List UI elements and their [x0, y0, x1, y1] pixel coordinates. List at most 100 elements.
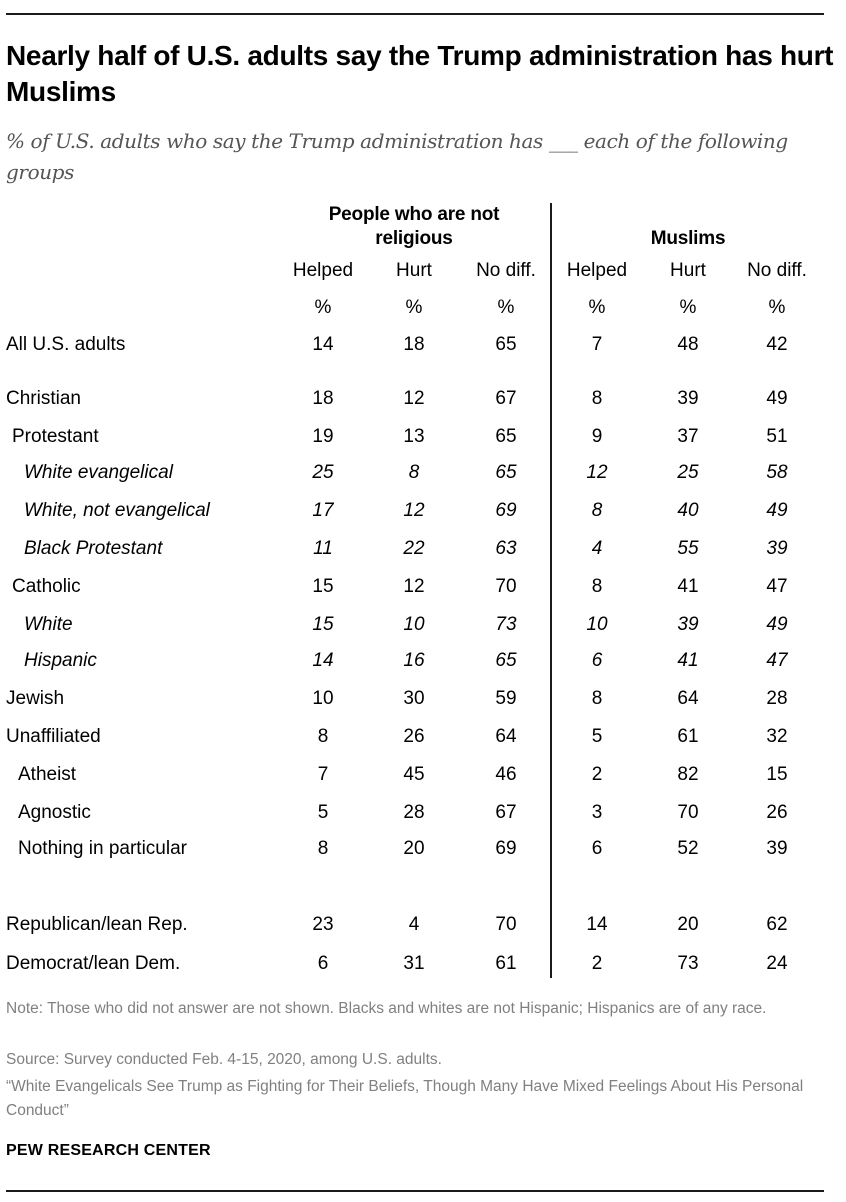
- table-cell: 8: [591, 688, 603, 709]
- row-label: Unaffiliated: [6, 726, 101, 747]
- top-rule: [6, 13, 824, 15]
- percent-unit-label: %: [768, 297, 786, 318]
- table-cell: 8: [591, 500, 603, 521]
- table-cell: 67: [495, 802, 517, 823]
- table-cell: 45: [403, 764, 425, 785]
- table-cell: 2: [591, 953, 603, 974]
- row-label: White: [24, 614, 73, 635]
- row-label: Catholic: [12, 576, 81, 597]
- table-cell: 10: [312, 688, 334, 709]
- table-cell: 42: [766, 334, 788, 355]
- table-cell: 70: [495, 914, 517, 935]
- table-cell: 73: [677, 953, 699, 974]
- table-cell: 10: [586, 614, 608, 635]
- table-cell: 65: [495, 650, 517, 671]
- column-header: Hurt: [670, 260, 706, 281]
- table-cell: 49: [766, 614, 788, 635]
- footnote: Note: Those who did not answer are not s…: [6, 1000, 767, 1017]
- source-note: Source: Survey conducted Feb. 4-15, 2020…: [6, 1051, 442, 1068]
- table-cell: 14: [586, 914, 608, 935]
- report-title-note: “White Evangelicals See Trump as Fightin…: [6, 1078, 804, 1119]
- table-cell: 46: [495, 764, 517, 785]
- table-cell: 39: [677, 614, 699, 635]
- table-cell: 64: [495, 726, 517, 747]
- table-cell: 61: [677, 726, 699, 747]
- table-cell: 28: [766, 688, 788, 709]
- table-cell: 52: [677, 838, 699, 859]
- table-cell: 37: [677, 426, 699, 447]
- table-cell: 7: [317, 764, 329, 785]
- table-cell: 18: [312, 388, 334, 409]
- row-label: White evangelical: [24, 462, 173, 483]
- table-cell: 15: [766, 764, 788, 785]
- table-cell: 3: [591, 802, 603, 823]
- table-cell: 24: [766, 953, 788, 974]
- table-cell: 4: [408, 914, 420, 935]
- table-cell: 49: [766, 388, 788, 409]
- table-cell: 73: [495, 614, 517, 635]
- percent-unit-label: %: [679, 297, 697, 318]
- chart-subtitle: % of U.S. adults who say the Trump admin…: [6, 129, 788, 184]
- row-label: White, not evangelical: [24, 500, 210, 521]
- table-cell: 63: [495, 538, 517, 559]
- table-cell: 65: [495, 462, 517, 483]
- table-cell: 12: [403, 576, 425, 597]
- table-cell: 64: [677, 688, 699, 709]
- percent-unit-label: %: [405, 297, 423, 318]
- table-cell: 69: [495, 500, 517, 521]
- table-cell: 19: [312, 426, 334, 447]
- table-cell: 28: [403, 802, 425, 823]
- table-cell: 25: [312, 462, 334, 483]
- table-cell: 47: [766, 650, 788, 671]
- table-cell: 8: [317, 726, 329, 747]
- column-header: Helped: [292, 260, 354, 281]
- table-cell: 26: [766, 802, 788, 823]
- table-cell: 4: [591, 538, 603, 559]
- row-label: Jewish: [6, 688, 65, 709]
- table-cell: 39: [766, 838, 788, 859]
- table-cell: 6: [591, 838, 603, 859]
- table-cell: 58: [766, 462, 788, 483]
- table-cell: 41: [677, 576, 699, 597]
- table-cell: 49: [766, 500, 788, 521]
- table-cell: 61: [495, 953, 517, 974]
- row-label: Protestant: [12, 426, 99, 447]
- table-cell: 55: [677, 538, 699, 559]
- table-cell: 32: [766, 726, 788, 747]
- table-cell: 7: [591, 334, 603, 355]
- percent-unit-label: %: [588, 297, 606, 318]
- table-cell: 23: [312, 914, 334, 935]
- row-label: Democrat/lean Dem.: [6, 953, 181, 974]
- table-cell: 15: [312, 576, 334, 597]
- table-cell: 70: [677, 802, 699, 823]
- row-label: Atheist: [18, 764, 77, 785]
- table-cell: 18: [403, 334, 425, 355]
- pew-logo-text: PEW RESEARCH CENTER: [6, 1142, 211, 1159]
- table-cell: 67: [495, 388, 517, 409]
- table-cell: 16: [403, 650, 425, 671]
- table-cell: 22: [403, 538, 425, 559]
- column-header: Hurt: [396, 260, 432, 281]
- table-cell: 13: [403, 426, 425, 447]
- table-cell: 47: [766, 576, 788, 597]
- table-cell: 69: [495, 838, 517, 859]
- table-cell: 5: [591, 726, 603, 747]
- row-label: Hispanic: [24, 650, 97, 671]
- table-cell: 12: [403, 388, 425, 409]
- row-label: Republican/lean Rep.: [6, 914, 188, 935]
- table-cell: 48: [677, 334, 699, 355]
- bottom-rule: [6, 1190, 824, 1192]
- table-cell: 12: [586, 462, 608, 483]
- table-cell: 17: [312, 500, 334, 521]
- row-label: Black Protestant: [24, 538, 163, 559]
- table-cell: 41: [677, 650, 699, 671]
- group-header: People who are not religious: [328, 204, 500, 249]
- table-cell: 5: [317, 802, 329, 823]
- table-cell: 11: [313, 538, 333, 559]
- table-cell: 30: [403, 688, 425, 709]
- table-cell: 10: [403, 614, 425, 635]
- table-cell: 65: [495, 334, 517, 355]
- percent-unit-label: %: [314, 297, 332, 318]
- table-cell: 39: [766, 538, 788, 559]
